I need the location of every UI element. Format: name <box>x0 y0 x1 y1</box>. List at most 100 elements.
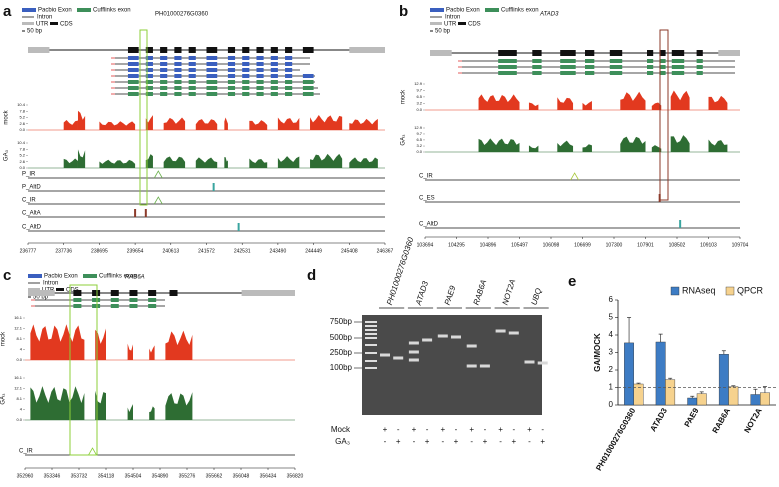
event-label: C_IR <box>19 449 33 455</box>
transcript-exon <box>659 59 666 63</box>
row-label: GA₃ <box>335 437 350 446</box>
coverage <box>557 97 574 110</box>
sign: - <box>541 425 544 434</box>
transcript-exon <box>160 86 168 90</box>
y-tick-label: 9.7 <box>416 131 422 136</box>
y-tick-label: 6.5 <box>416 94 422 99</box>
transcript-exon <box>206 86 218 90</box>
y-tick-label: 2.6 <box>19 121 25 126</box>
legend-label: CDS <box>66 288 79 294</box>
x-tick-label: 356434 <box>260 473 277 479</box>
ladder-label: 750bp <box>330 317 353 326</box>
transcript-exon <box>148 298 157 302</box>
gel-band <box>380 353 390 357</box>
legend-swatch <box>50 22 58 25</box>
gene-exon <box>148 290 157 296</box>
legend-swatch <box>485 8 499 12</box>
x-tick-label: PH01000276G0360 <box>594 406 637 472</box>
transcript-exon <box>256 56 264 60</box>
x-tick-label: 245408 <box>341 248 358 254</box>
transcript-exon <box>127 86 139 90</box>
event-label: C_AltD <box>419 222 439 228</box>
y-tick-label: 0 <box>609 400 614 409</box>
legend-label: Intron <box>37 15 52 21</box>
transcript-exon <box>127 56 139 60</box>
gene-name: RAB6A <box>125 275 145 281</box>
gene-exon <box>532 50 542 56</box>
panel-letter: d <box>307 267 316 284</box>
gene-exon <box>169 290 178 296</box>
transcript-exon <box>256 92 264 96</box>
track-label: GA₃ <box>401 134 407 146</box>
y-tick-label: 5.2 <box>19 115 25 120</box>
transcript-exon <box>145 56 153 60</box>
transcript-exon <box>647 65 654 69</box>
bar <box>718 354 729 406</box>
event-label: C_AltA <box>22 211 41 217</box>
ladder-band <box>365 321 377 323</box>
y-tick-label: 3 <box>609 348 614 357</box>
transcript-exon <box>242 56 250 60</box>
gene-exon <box>129 290 138 296</box>
x-tick-label: ATAD3 <box>648 406 669 433</box>
gel <box>362 315 542 415</box>
ladder-band <box>365 367 377 369</box>
coverage <box>310 153 343 168</box>
transcript-exon <box>127 62 139 66</box>
gel-band <box>422 338 433 342</box>
x-tick-label: 244449 <box>305 248 322 254</box>
gene-exon <box>206 47 218 53</box>
legend-swatch <box>430 22 442 25</box>
event-mark <box>237 223 240 231</box>
transcript-exon <box>227 86 236 90</box>
coverage <box>349 118 378 130</box>
transcript-exon <box>270 86 278 90</box>
gene-exon <box>227 47 236 53</box>
transcript-exon <box>227 74 236 78</box>
transcript-exon <box>174 86 182 90</box>
transcript-exon <box>270 62 278 66</box>
coverage <box>165 330 193 360</box>
legend-label: CDS <box>60 22 73 28</box>
gene-name: ATAD3 <box>539 12 559 18</box>
transcript-exon <box>110 304 119 308</box>
gene-exon <box>498 50 517 56</box>
y-tick-label: 12.1 <box>14 385 23 390</box>
track-label: GA₃ <box>4 149 10 161</box>
x-tick-label: 246367 <box>377 248 394 254</box>
transcript-exon <box>127 74 139 78</box>
transcript-exon <box>188 86 196 90</box>
lane-label: UBQ <box>529 287 543 306</box>
bar <box>687 397 698 406</box>
legend-swatch <box>22 8 36 12</box>
error-bar <box>753 388 758 395</box>
bar <box>655 341 666 406</box>
y-tick-label: 12.1 <box>14 325 23 330</box>
transcript-exon <box>696 59 703 63</box>
legend-label: Cufflinks exon <box>93 8 131 14</box>
transcript-exon <box>242 68 250 72</box>
transcript-exon <box>73 298 82 302</box>
coverage <box>528 145 539 152</box>
transcript-exon <box>242 80 250 84</box>
legend-label: UTR <box>36 22 49 28</box>
y-tick-label: 6 <box>609 295 614 304</box>
error-bar <box>636 382 641 384</box>
coverage <box>224 117 228 130</box>
x-tick-label: 105497 <box>511 242 528 248</box>
y-tick-label: 10.4 <box>17 140 26 145</box>
coverage <box>95 390 106 420</box>
bar <box>728 386 739 406</box>
x-tick-label: 352960 <box>17 473 34 479</box>
transcript-exon <box>270 80 278 84</box>
bar <box>624 342 635 406</box>
x-tick-label: 238695 <box>91 248 108 254</box>
transcript-exon <box>110 298 119 302</box>
x-tick-label: 104295 <box>448 242 465 248</box>
y-tick-label: 4 <box>20 407 23 412</box>
gene-exon <box>73 290 82 296</box>
transcript-exon <box>92 298 101 302</box>
transcript-exon <box>174 62 182 66</box>
transcript-exon <box>609 59 623 63</box>
